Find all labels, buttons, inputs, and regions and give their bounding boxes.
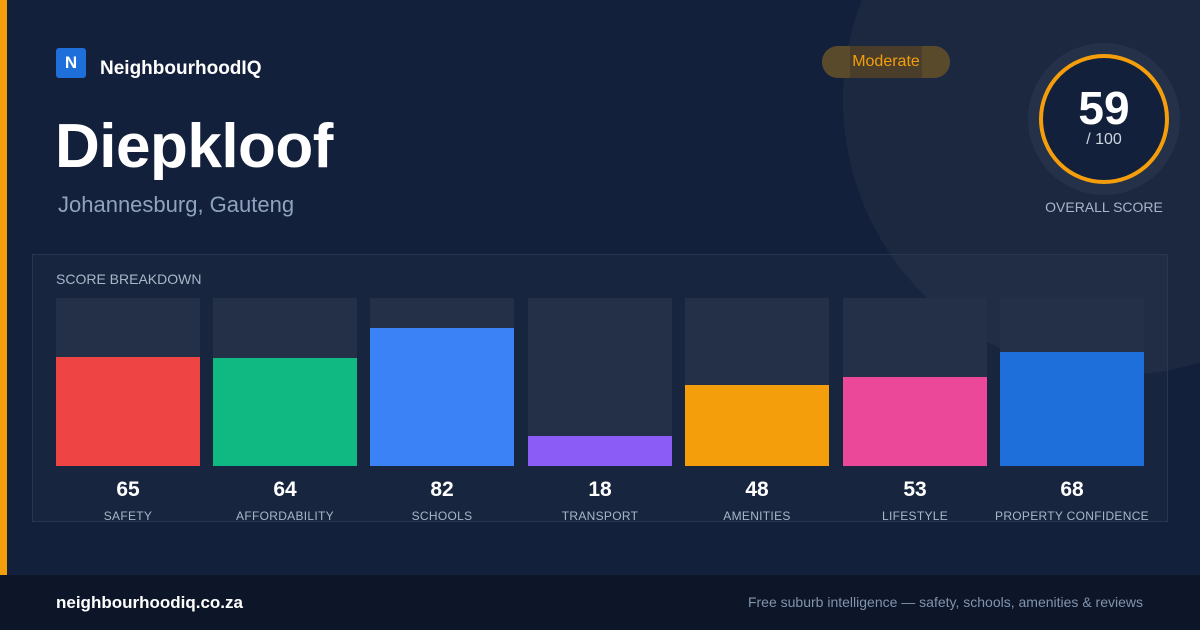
- metric-value: 65: [116, 478, 140, 501]
- metric-bar-track: [56, 298, 200, 466]
- brand: N NeighbourhoodIQ: [56, 46, 261, 80]
- score-breakdown-title: SCORE BREAKDOWN: [56, 271, 202, 287]
- footer-tagline: Free suburb intelligence — safety, schoo…: [747, 594, 1143, 610]
- metric-bar-fill: [213, 358, 357, 466]
- footer-domain: neighbourhoodiq.co.za: [56, 593, 243, 612]
- metric-value: 48: [745, 478, 769, 501]
- metric-label: SCHOOLS: [411, 509, 473, 523]
- metric-bar-track: [685, 298, 829, 466]
- metric-bar-track: [843, 298, 987, 466]
- overall-score-value: 59: [1078, 82, 1130, 134]
- suburb-location: Johannesburg, Gauteng: [58, 192, 295, 217]
- rating-badge-label: Moderate: [852, 53, 920, 70]
- metric-label: LIFESTYLE: [881, 509, 949, 523]
- metric-label: SAFETY: [103, 509, 153, 523]
- rating-badge: Moderate: [822, 46, 950, 78]
- metric-value: 82: [430, 478, 454, 501]
- score-ring: [1039, 54, 1169, 184]
- brand-logo-icon: N: [56, 48, 86, 78]
- metric-bar-fill: [528, 436, 672, 466]
- metric-value: 53: [903, 478, 927, 501]
- metric-bar-fill: [370, 328, 514, 466]
- footer: neighbourhoodiq.co.za Free suburb intell…: [0, 575, 1200, 630]
- metric-value: 18: [588, 478, 612, 501]
- metric-label: AMENITIES: [723, 509, 791, 523]
- overall-score-caption: OVERALL SCORE: [1045, 199, 1163, 215]
- metric-bar-fill: [843, 377, 987, 466]
- score-breakdown-panel: [32, 254, 1168, 522]
- metric-value: 68: [1060, 478, 1084, 501]
- accent-bar: [0, 0, 7, 575]
- metric-value: 64: [273, 478, 297, 501]
- metric-bar-fill: [685, 385, 829, 466]
- metric-bar-track: [1000, 298, 1144, 466]
- metric-bar-fill: [56, 357, 200, 466]
- metric-bar-track: [213, 298, 357, 466]
- suburb-title: Diepkloof: [55, 112, 333, 181]
- metric-bar-track: [528, 298, 672, 466]
- brand-name: NeighbourhoodIQ: [100, 58, 262, 79]
- metric-label: PROPERTY CONFIDENCE: [995, 509, 1149, 523]
- metric-bar-track: [370, 298, 514, 466]
- metric-bar-fill: [1000, 352, 1144, 466]
- overall-score-max: / 100: [1086, 131, 1122, 148]
- metric-label: AFFORDABILITY: [236, 509, 334, 523]
- share-card: N NeighbourhoodIQ Diepkloof Johannesburg…: [0, 0, 1169, 575]
- metric-label: TRANSPORT: [561, 509, 639, 523]
